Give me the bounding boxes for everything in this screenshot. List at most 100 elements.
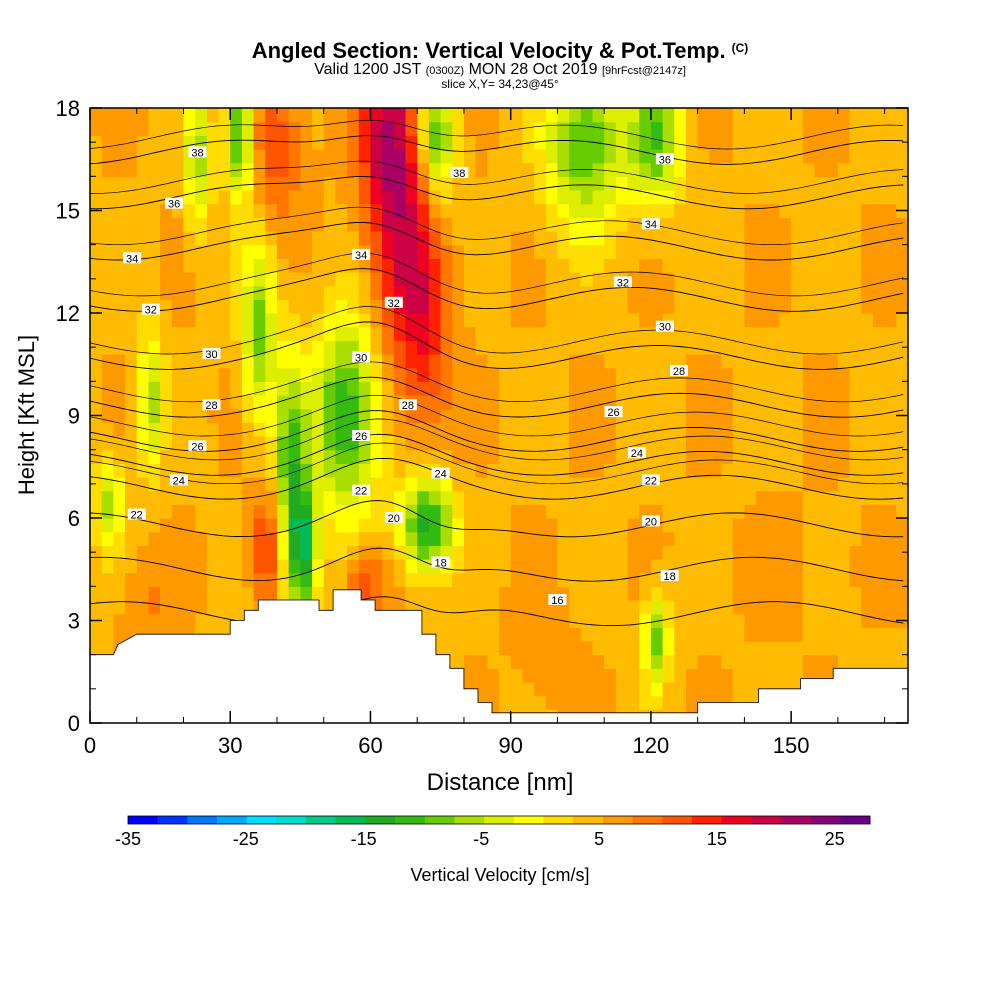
velocity-cell bbox=[358, 531, 372, 546]
velocity-cell bbox=[312, 422, 325, 437]
velocity-cell bbox=[405, 244, 418, 259]
velocity-cell bbox=[241, 340, 255, 355]
velocity-cell bbox=[849, 313, 862, 328]
velocity-cell bbox=[323, 490, 336, 505]
velocity-cell bbox=[499, 422, 512, 437]
velocity-cell bbox=[452, 217, 465, 232]
velocity-cell bbox=[826, 463, 839, 478]
velocity-cell bbox=[791, 654, 804, 669]
velocity-cell bbox=[265, 190, 278, 205]
velocity-cell bbox=[125, 408, 138, 423]
velocity-cell bbox=[206, 149, 220, 164]
velocity-cell bbox=[405, 217, 418, 232]
velocity-cell bbox=[837, 613, 851, 628]
velocity-cell bbox=[534, 422, 547, 437]
velocity-cell bbox=[440, 258, 453, 273]
velocity-cell bbox=[487, 313, 500, 328]
velocity-cell bbox=[756, 613, 769, 628]
velocity-cell bbox=[767, 600, 781, 615]
terrain bbox=[90, 589, 908, 723]
velocity-cell bbox=[323, 559, 336, 574]
velocity-cell bbox=[171, 381, 185, 396]
velocity-cell bbox=[417, 244, 430, 259]
velocity-cell bbox=[849, 203, 862, 218]
velocity-cell bbox=[487, 176, 500, 191]
velocity-cell bbox=[440, 436, 453, 451]
velocity-cell bbox=[872, 463, 886, 478]
velocity-cell bbox=[837, 586, 851, 601]
velocity-cell bbox=[241, 477, 255, 492]
velocity-cell bbox=[312, 203, 325, 218]
velocity-cell bbox=[697, 149, 710, 164]
velocity-cell bbox=[814, 299, 827, 314]
velocity-cell bbox=[756, 531, 769, 546]
velocity-cell bbox=[791, 326, 804, 341]
velocity-cell bbox=[335, 545, 348, 560]
velocity-cell bbox=[662, 531, 675, 546]
velocity-cell bbox=[113, 121, 126, 136]
velocity-cell bbox=[335, 340, 348, 355]
velocity-cell bbox=[697, 299, 710, 314]
velocity-cell bbox=[744, 613, 757, 628]
velocity-cell bbox=[557, 682, 570, 697]
velocity-cell bbox=[639, 408, 652, 423]
velocity-cell bbox=[756, 463, 769, 478]
velocity-cell bbox=[510, 641, 523, 656]
velocity-cell bbox=[674, 203, 687, 218]
velocity-cell bbox=[136, 149, 150, 164]
velocity-cell bbox=[370, 531, 383, 546]
isentrope-contours bbox=[90, 119, 904, 627]
velocity-cell bbox=[615, 395, 629, 410]
velocity-cell bbox=[499, 545, 512, 560]
velocity-cell bbox=[779, 176, 792, 191]
isentrope-minor bbox=[90, 418, 904, 461]
velocity-cell bbox=[300, 135, 313, 150]
contour-label-bg bbox=[188, 440, 207, 452]
velocity-cell bbox=[826, 600, 839, 615]
velocity-cell bbox=[791, 531, 804, 546]
velocity-cell bbox=[253, 285, 266, 300]
velocity-cell bbox=[685, 545, 699, 560]
velocity-cell bbox=[650, 559, 664, 574]
velocity-cell bbox=[592, 108, 605, 123]
velocity-cell bbox=[697, 367, 710, 382]
velocity-cell bbox=[580, 559, 594, 574]
contour-label: 16 bbox=[551, 595, 563, 607]
velocity-cell bbox=[323, 190, 336, 205]
velocity-cell bbox=[756, 600, 769, 615]
velocity-cell bbox=[861, 299, 874, 314]
velocity-cell bbox=[662, 449, 675, 464]
velocity-cell bbox=[522, 340, 535, 355]
velocity-cell bbox=[440, 313, 453, 328]
velocity-cell bbox=[709, 217, 722, 232]
velocity-cell bbox=[685, 531, 699, 546]
velocity-cell bbox=[452, 108, 465, 123]
contour-label: 22 bbox=[355, 486, 367, 498]
velocity-cell bbox=[709, 108, 722, 123]
velocity-cell bbox=[650, 449, 664, 464]
velocity-cell bbox=[884, 203, 897, 218]
velocity-cell bbox=[837, 176, 851, 191]
velocity-cell bbox=[592, 395, 605, 410]
velocity-cell bbox=[569, 285, 582, 300]
velocity-cell bbox=[604, 518, 617, 533]
velocity-cell bbox=[627, 477, 640, 492]
velocity-cell bbox=[534, 559, 547, 574]
velocity-cell bbox=[615, 504, 629, 519]
velocity-cell bbox=[639, 162, 652, 177]
velocity-cell bbox=[136, 463, 150, 478]
velocity-cell bbox=[288, 354, 301, 369]
velocity-cell bbox=[253, 313, 266, 328]
velocity-cell bbox=[113, 203, 126, 218]
velocity-cell bbox=[861, 463, 874, 478]
velocity-cell bbox=[685, 463, 699, 478]
velocity-cell bbox=[522, 354, 535, 369]
velocity-cell bbox=[417, 190, 430, 205]
velocity-cell bbox=[101, 422, 114, 437]
velocity-cell bbox=[475, 121, 488, 136]
velocity-cell bbox=[206, 299, 220, 314]
velocity-cell bbox=[499, 531, 512, 546]
velocity-cell bbox=[802, 135, 816, 150]
velocity-cell bbox=[487, 299, 500, 314]
velocity-cell bbox=[580, 682, 594, 697]
